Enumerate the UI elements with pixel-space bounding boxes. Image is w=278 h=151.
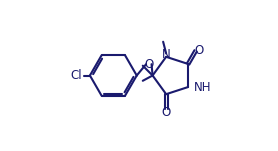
Text: O: O xyxy=(162,106,171,119)
Text: NH: NH xyxy=(193,80,211,93)
Text: O: O xyxy=(144,58,153,71)
Text: N: N xyxy=(162,48,170,61)
Text: Cl: Cl xyxy=(70,69,82,82)
Text: O: O xyxy=(195,44,204,57)
